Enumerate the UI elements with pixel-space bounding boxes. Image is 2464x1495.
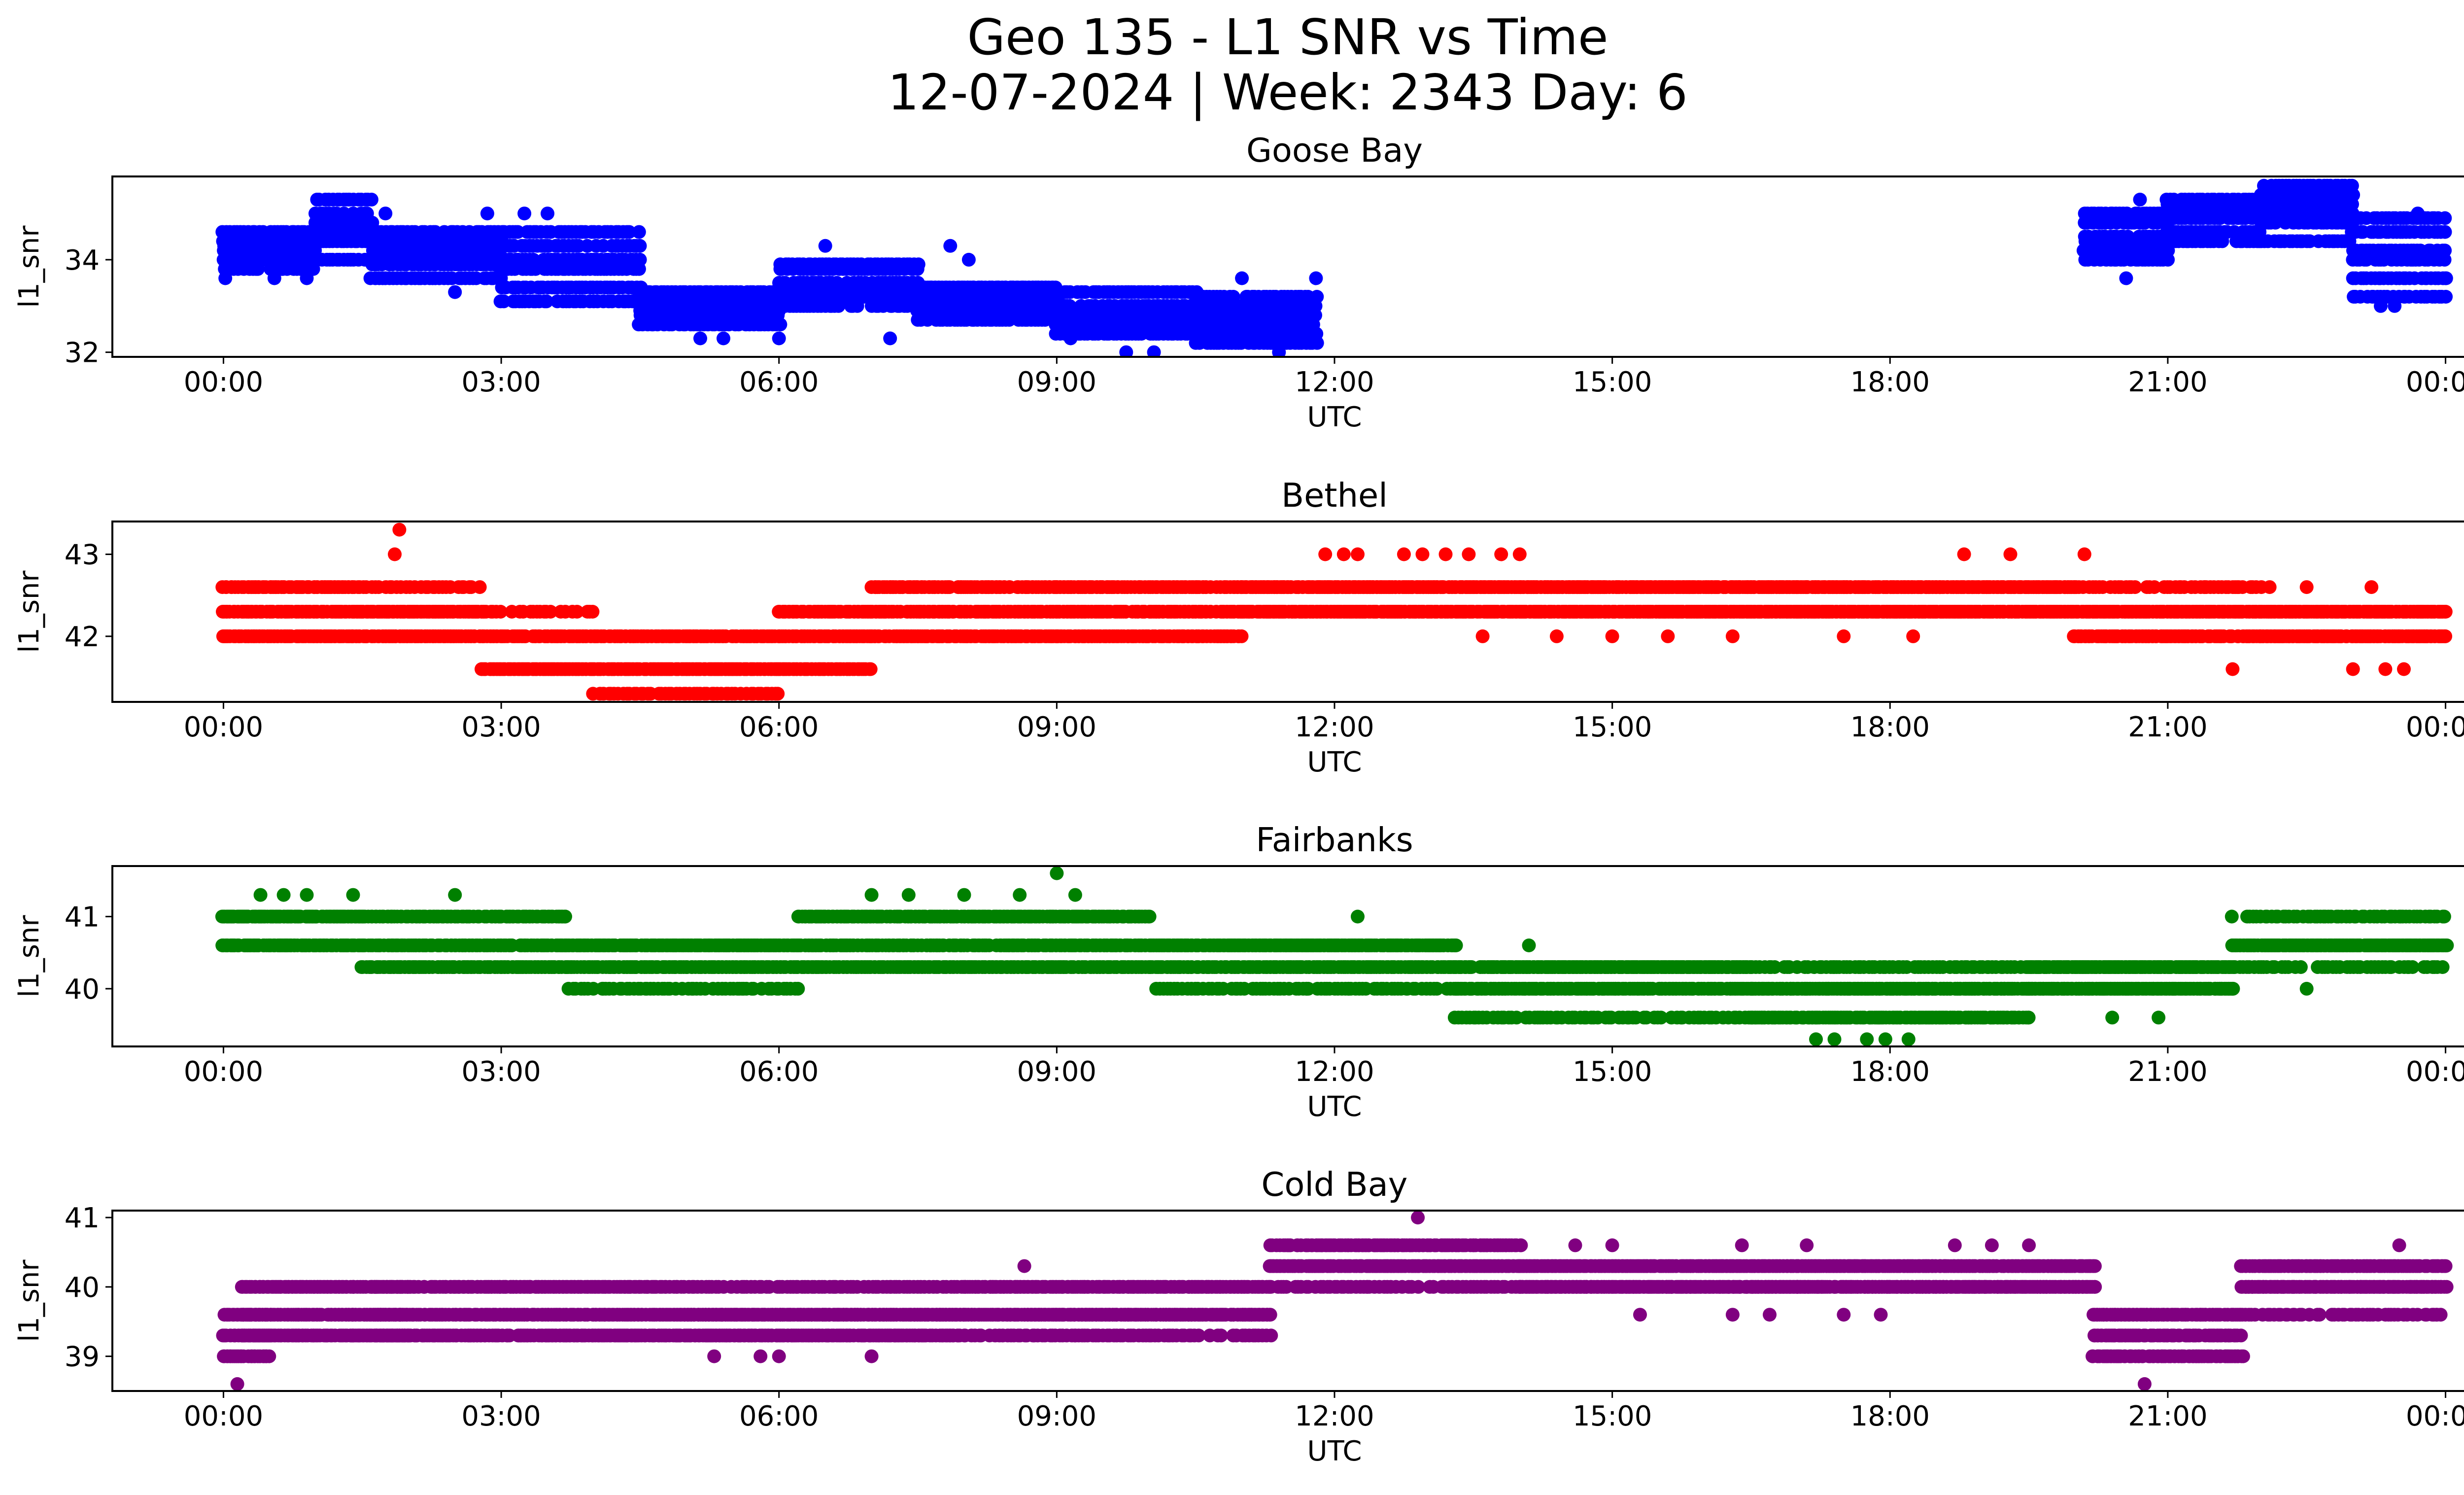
x-tick-label: 06:00 (739, 366, 819, 398)
data-point (632, 262, 646, 276)
data-point (771, 687, 785, 701)
data-point (1063, 331, 1078, 346)
data-point (863, 662, 878, 676)
panel-title-goose-bay: Goose Bay (1246, 131, 1423, 170)
y-tick-label: 34 (65, 244, 100, 277)
x-tick-label: 00:00 (184, 366, 263, 398)
markers-bethel (215, 522, 2453, 701)
data-point (1147, 345, 1161, 357)
data-point (1234, 629, 1249, 643)
panels: Goose Bay 00:00 03:00 06:00 09:00 12:00 15:00 1… (13, 131, 2464, 1467)
data-point (818, 239, 832, 253)
markers-goose-bay (215, 178, 2453, 357)
y-tick-label: 32 (65, 337, 100, 369)
data-point (493, 605, 508, 619)
data-point (585, 605, 600, 619)
data-point (2437, 252, 2452, 267)
data-point (1119, 345, 1133, 357)
data-point (517, 207, 532, 221)
data-point (218, 271, 233, 285)
data-point (541, 207, 554, 221)
chart-title-line-2: 12-07-2024 | Week: 2343 Day: 6 (888, 64, 1687, 121)
chart-title-line-1: Geo 135 - L1 SNR vs Time (967, 8, 1608, 66)
x-tick-label: 18:00 (1850, 366, 1930, 398)
data-point (540, 294, 553, 309)
y-axis-label: l1_snr (13, 225, 45, 308)
data-point (2438, 225, 2452, 239)
data-point (2388, 299, 2402, 313)
data-point (473, 580, 487, 594)
data-point (2345, 178, 2359, 193)
data-point (1309, 271, 1323, 285)
data-point (693, 331, 707, 346)
data-point (2374, 299, 2388, 313)
data-point (910, 262, 924, 276)
data-point (497, 294, 511, 309)
data-point (2119, 271, 2133, 285)
x-tick-label: 09:00 (1017, 366, 1096, 398)
data-point (570, 605, 584, 619)
data-point (717, 331, 730, 346)
x-tick-label: 15:00 (1573, 366, 1652, 398)
data-point (622, 225, 636, 239)
data-point (943, 239, 958, 253)
data-point (2411, 207, 2425, 221)
data-point (2438, 211, 2452, 225)
data-point (1235, 271, 1249, 285)
data-point (480, 207, 494, 221)
data-point (448, 285, 462, 299)
data-point (941, 580, 956, 594)
panel-goose-bay: Goose Bay 00:00 03:00 06:00 09:00 12:00 15:00 1… (13, 131, 2464, 433)
x-tick-label: 03:00 (461, 366, 541, 398)
data-point (961, 252, 976, 267)
x-axis-label: UTC (1307, 401, 1362, 433)
data-point (2438, 271, 2453, 285)
data-point (300, 271, 314, 285)
data-point (772, 331, 786, 346)
data-point (883, 331, 897, 346)
data-point (2133, 192, 2147, 207)
data-point (267, 271, 281, 285)
panel-title-bethel: Bethel (1281, 476, 1388, 515)
data-point (633, 239, 647, 253)
data-point (1308, 308, 1322, 322)
data-point (1272, 345, 1286, 357)
data-point (364, 192, 378, 207)
x-tick-label: 21:00 (2128, 366, 2207, 398)
data-point (342, 192, 356, 207)
data-point (1310, 290, 1324, 304)
x-tick-label: 12:00 (1295, 366, 1374, 398)
data-point (378, 207, 393, 221)
data-point (544, 605, 558, 619)
x-tick-label: 00:00 (2406, 366, 2464, 398)
data-point (2439, 290, 2453, 304)
data-point (632, 225, 646, 239)
data-point (1310, 336, 1324, 350)
